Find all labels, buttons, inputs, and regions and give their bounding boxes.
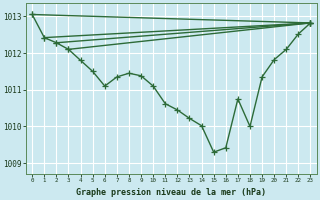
X-axis label: Graphe pression niveau de la mer (hPa): Graphe pression niveau de la mer (hPa) — [76, 188, 266, 197]
